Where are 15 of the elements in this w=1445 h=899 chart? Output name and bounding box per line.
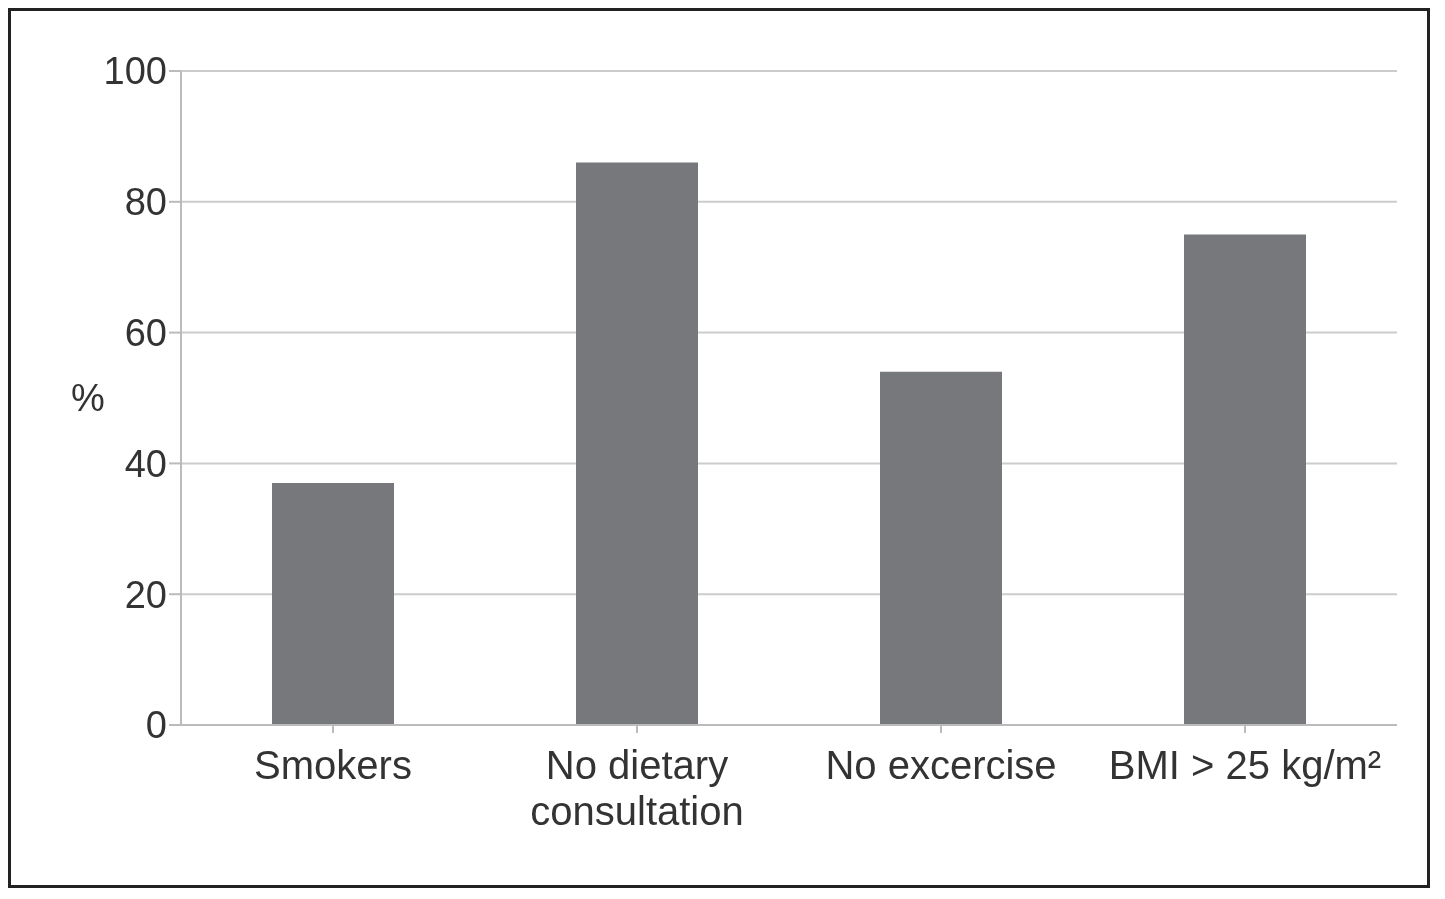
bar: [880, 371, 1002, 725]
y-tick-label: 40: [124, 442, 167, 485]
y-axis-title: %: [71, 377, 105, 420]
x-tick-label: BMI > 25 kg/m²: [1108, 743, 1382, 787]
y-tick-label: 20: [124, 573, 167, 616]
y-tick-label: 100: [103, 50, 167, 93]
y-tick-label: 60: [124, 312, 167, 355]
bar: [272, 483, 394, 725]
bar: [576, 162, 698, 725]
y-tick-label: 0: [145, 704, 167, 747]
x-tick-label: Smokers: [254, 743, 412, 787]
bar: [1184, 234, 1306, 725]
x-tick-label: No excercise: [825, 743, 1057, 787]
y-tick-label: 80: [124, 181, 167, 224]
x-tick-label: No dietary consultation: [530, 743, 744, 833]
